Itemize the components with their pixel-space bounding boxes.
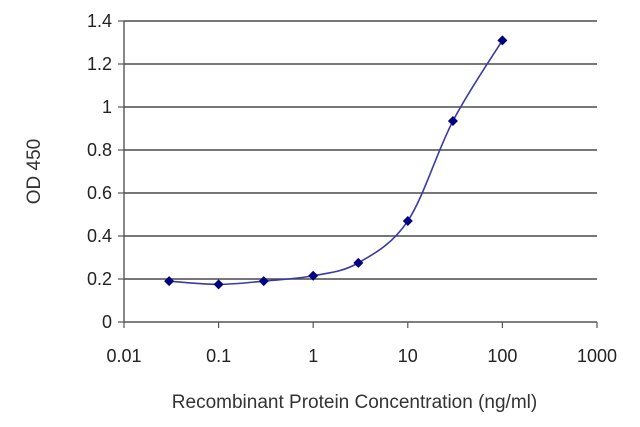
x-axis-title: Recombinant Protein Concentration (ng/ml… [172, 392, 537, 413]
x-tick-label-2: 1 [308, 346, 318, 366]
y-axis-title: OD 450 [24, 139, 45, 204]
x-tick-label-1: 0.1 [206, 346, 231, 366]
series-line [169, 39, 504, 286]
series-layer [169, 39, 504, 286]
data-point-0 [164, 276, 175, 287]
x-tick-label-4: 100 [487, 346, 517, 366]
data-point-5 [402, 215, 413, 226]
y-tick-label-1: 0.2 [87, 269, 112, 289]
marker-layer [164, 35, 508, 290]
data-point-6 [447, 115, 458, 126]
data-point-3 [308, 270, 319, 281]
y-tick-label-3: 0.6 [87, 183, 112, 203]
y-tick-label-6: 1.2 [87, 54, 112, 74]
x-tick-label-0: 0.01 [106, 346, 141, 366]
data-point-4 [353, 257, 364, 268]
y-tick-label-0: 0 [102, 312, 112, 332]
data-point-7 [497, 35, 508, 46]
tick-layer: 0 0.2 0.4 0.6 0.8 1 1.2 1.4 0.01 0.1 1 10 100 1000 [87, 11, 617, 366]
y-tick-label-4: 0.8 [87, 140, 112, 160]
grid-layer [124, 20, 597, 280]
y-tick-label-2: 0.4 [87, 226, 112, 246]
y-tick-label-5: 1 [102, 97, 112, 117]
x-tick-label-5: 1000 [577, 346, 617, 366]
y-tick-label-7: 1.4 [87, 11, 112, 31]
axis-layer [123, 21, 597, 323]
data-point-2 [258, 276, 269, 287]
x-tick-label-3: 10 [398, 346, 418, 366]
data-point-1 [213, 279, 224, 290]
